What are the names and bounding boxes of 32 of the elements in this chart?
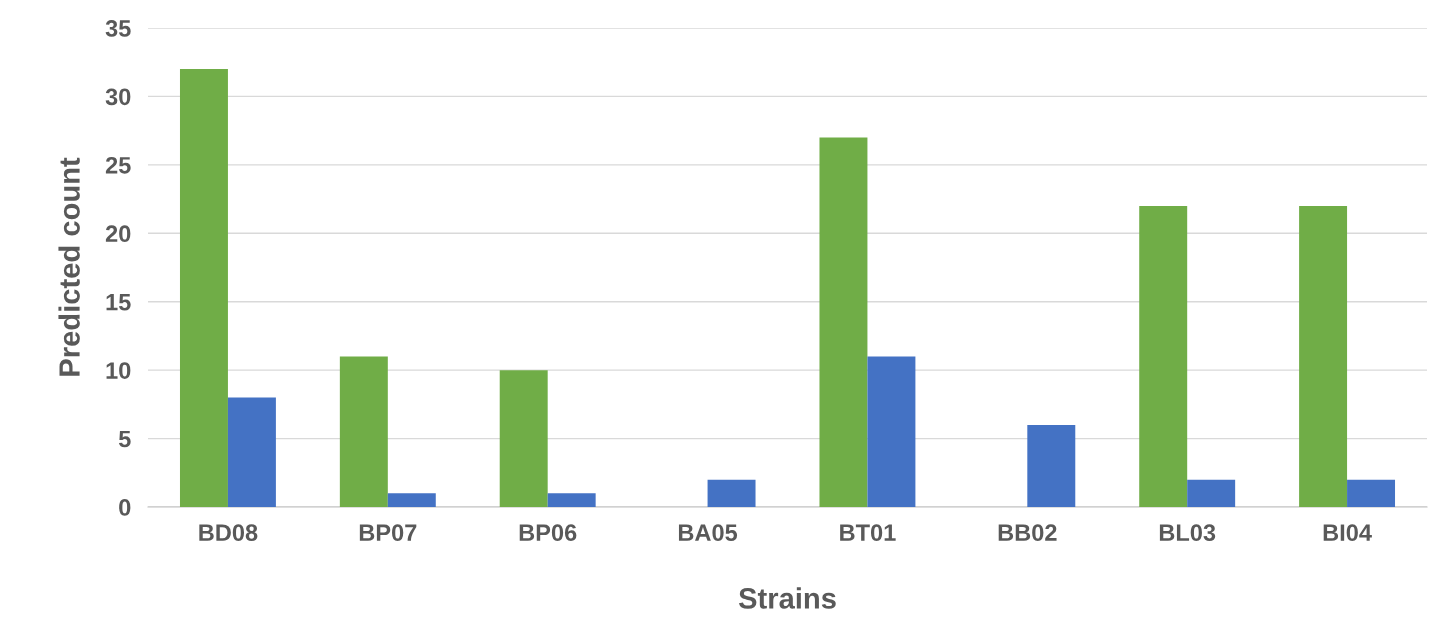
x-tick-label: BB02 [998, 524, 1057, 542]
y-tick-label: 35 [105, 20, 131, 37]
y-tick-label: 0 [119, 499, 131, 516]
bar [499, 370, 548, 507]
y-tick-label: 10 [106, 362, 131, 379]
bar [819, 137, 868, 507]
x-axis-title: Strains [738, 587, 836, 609]
bar [1347, 479, 1396, 507]
y-tick-label: 30 [105, 88, 131, 106]
y-tick-label: 25 [105, 156, 131, 174]
bar [707, 479, 756, 507]
y-tick-label: 5 [118, 430, 131, 448]
x-tick-label: BL03 [1159, 524, 1216, 542]
x-tick-label: BT01 [840, 524, 896, 542]
x-tick-label: BP06 [519, 524, 577, 542]
y-axis-title: Predicted count [58, 157, 80, 376]
bar [867, 356, 916, 507]
bar [339, 356, 388, 507]
bar [179, 69, 228, 507]
bar [547, 493, 596, 507]
bar [387, 493, 436, 507]
bar [1299, 205, 1348, 507]
x-tick-label: BA05 [678, 524, 738, 542]
y-tick-label: 15 [106, 294, 131, 311]
y-tick-label: 20 [105, 225, 131, 243]
bar [1139, 205, 1188, 507]
x-tick-label: BD08 [199, 524, 258, 542]
bar [1027, 424, 1076, 507]
bar [227, 397, 276, 507]
x-tick-label: BI04 [1323, 524, 1372, 542]
x-tick-label: BP07 [359, 524, 417, 542]
bar [1187, 479, 1236, 507]
